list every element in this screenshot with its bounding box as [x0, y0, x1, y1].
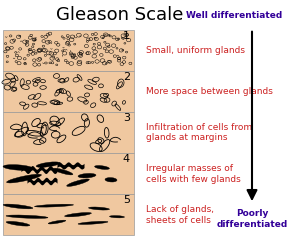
- Ellipse shape: [7, 174, 41, 183]
- Ellipse shape: [3, 204, 33, 209]
- Text: 5: 5: [123, 195, 130, 205]
- Bar: [3, 153, 134, 194]
- Ellipse shape: [3, 165, 33, 170]
- Ellipse shape: [34, 204, 74, 207]
- Ellipse shape: [48, 220, 66, 224]
- Ellipse shape: [67, 179, 89, 186]
- Ellipse shape: [78, 221, 108, 224]
- Ellipse shape: [78, 174, 96, 178]
- Ellipse shape: [6, 215, 48, 218]
- Ellipse shape: [88, 207, 110, 210]
- Ellipse shape: [110, 216, 124, 218]
- Bar: [3, 112, 134, 153]
- Ellipse shape: [36, 162, 60, 167]
- Text: More space between glands: More space between glands: [146, 87, 272, 96]
- Ellipse shape: [94, 166, 110, 169]
- Text: Lack of glands,
sheets of cells: Lack of glands, sheets of cells: [146, 205, 214, 225]
- Text: 2: 2: [123, 72, 130, 82]
- Bar: [3, 71, 134, 112]
- Ellipse shape: [64, 213, 92, 217]
- Text: 4: 4: [123, 154, 130, 164]
- Text: Well differentiated: Well differentiated: [186, 11, 282, 20]
- Text: Small, uniform glands: Small, uniform glands: [146, 46, 244, 55]
- Ellipse shape: [6, 221, 30, 226]
- Text: Gleason Scale: Gleason Scale: [56, 6, 184, 24]
- Bar: [3, 30, 134, 71]
- Ellipse shape: [53, 168, 73, 175]
- Text: Infiltration of cells from
glands at margins: Infiltration of cells from glands at mar…: [146, 123, 252, 143]
- Text: Irregular masses of
cells with few glands: Irregular masses of cells with few gland…: [146, 164, 240, 184]
- Text: 1: 1: [123, 31, 130, 41]
- Text: 3: 3: [123, 113, 130, 123]
- Ellipse shape: [105, 178, 117, 182]
- Text: Poorly
differentiated: Poorly differentiated: [216, 209, 288, 229]
- Bar: [3, 194, 134, 235]
